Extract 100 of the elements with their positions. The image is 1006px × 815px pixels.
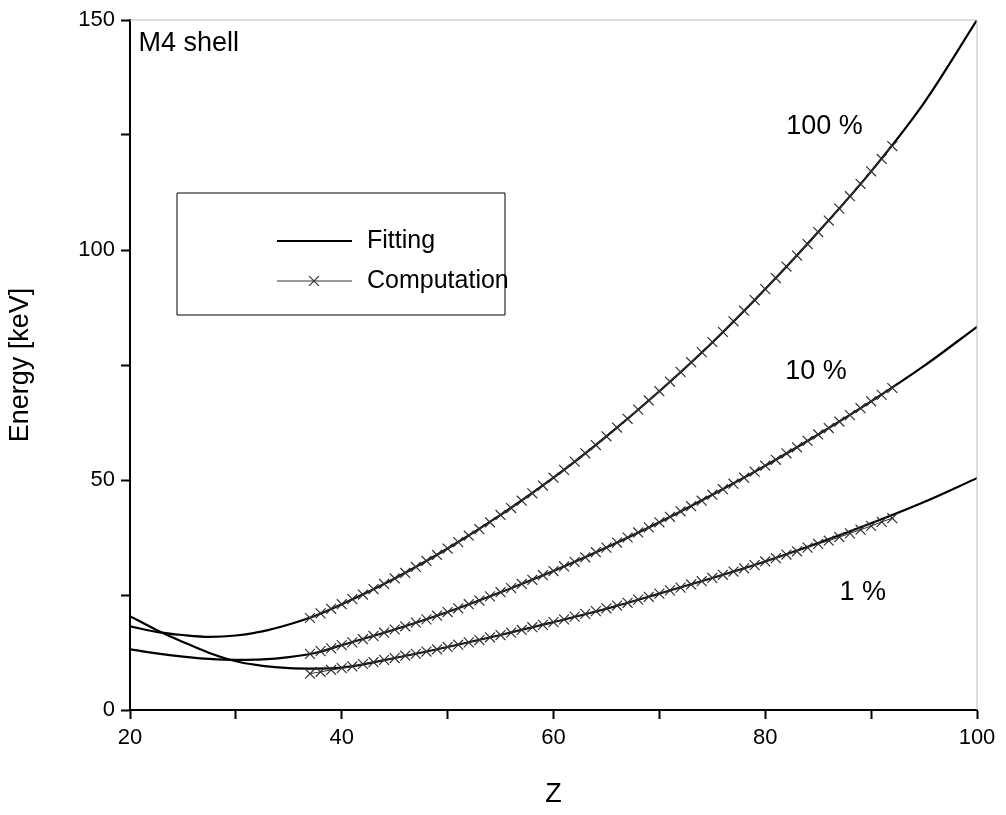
point	[696, 495, 708, 507]
point	[590, 439, 602, 451]
point	[579, 551, 591, 563]
point	[389, 652, 401, 664]
point	[505, 502, 517, 514]
point	[357, 658, 369, 670]
point	[452, 639, 464, 651]
point	[579, 447, 591, 459]
point	[537, 569, 549, 581]
annotation: 10 %	[785, 355, 847, 386]
point	[325, 642, 337, 654]
point	[579, 608, 591, 620]
point	[600, 430, 612, 442]
point	[886, 140, 898, 152]
point	[727, 565, 740, 578]
point	[463, 530, 475, 542]
point	[367, 656, 380, 668]
point	[569, 456, 581, 468]
point	[780, 447, 792, 459]
point	[653, 516, 665, 528]
point	[346, 660, 358, 672]
point	[833, 531, 845, 543]
point	[611, 600, 623, 612]
point	[854, 178, 867, 190]
x-axis-title: Z	[545, 778, 562, 809]
point	[558, 560, 570, 573]
point	[431, 610, 443, 622]
point	[495, 586, 507, 598]
point	[304, 668, 316, 680]
point	[812, 226, 824, 238]
point	[526, 621, 538, 633]
point	[325, 603, 337, 615]
y-tick-label: 50	[90, 466, 115, 492]
point	[664, 584, 676, 596]
point	[495, 629, 507, 641]
point	[442, 542, 454, 555]
point	[802, 542, 814, 554]
point	[727, 315, 740, 327]
point	[727, 478, 740, 490]
point	[643, 591, 655, 603]
point	[770, 454, 782, 466]
point	[547, 472, 560, 484]
point	[420, 646, 432, 658]
point	[780, 261, 792, 273]
point	[844, 409, 856, 421]
point	[442, 606, 454, 618]
point	[643, 521, 655, 533]
point	[367, 583, 380, 595]
point	[357, 633, 369, 645]
point	[505, 582, 517, 594]
point	[357, 588, 369, 601]
point	[865, 520, 877, 532]
point	[346, 593, 358, 605]
point	[473, 594, 485, 607]
point	[505, 627, 517, 639]
point	[675, 366, 687, 378]
point	[876, 389, 888, 401]
point	[516, 495, 528, 507]
point	[706, 489, 718, 501]
point	[611, 537, 623, 549]
point	[664, 511, 676, 523]
point	[833, 416, 845, 428]
annotation: M4 shell	[138, 27, 240, 58]
point	[886, 382, 898, 394]
point	[336, 639, 348, 651]
point	[759, 460, 771, 472]
point	[431, 549, 443, 561]
point	[823, 422, 835, 434]
point	[865, 165, 877, 177]
point	[685, 356, 697, 368]
point	[696, 575, 708, 587]
point	[854, 524, 867, 536]
point	[399, 567, 411, 579]
point	[706, 336, 718, 348]
point	[336, 598, 348, 610]
point	[558, 464, 570, 476]
point	[706, 572, 718, 584]
point	[812, 538, 824, 550]
point	[770, 552, 782, 564]
point	[844, 527, 856, 539]
point	[643, 394, 655, 406]
point	[653, 588, 665, 600]
x-tick-label: 40	[329, 724, 354, 750]
point	[569, 611, 581, 623]
point	[876, 153, 888, 165]
legend-label: Computation	[367, 264, 509, 293]
point	[526, 574, 538, 586]
point	[399, 620, 411, 632]
point	[473, 523, 485, 535]
point	[537, 619, 549, 631]
point	[600, 542, 612, 554]
y-tick-label: 150	[78, 6, 115, 32]
point	[738, 472, 750, 484]
point	[420, 613, 432, 625]
point	[802, 435, 814, 447]
legend-label: Fitting	[367, 224, 436, 253]
point	[315, 645, 327, 657]
point	[452, 602, 464, 614]
point	[315, 607, 327, 619]
point	[431, 643, 443, 655]
